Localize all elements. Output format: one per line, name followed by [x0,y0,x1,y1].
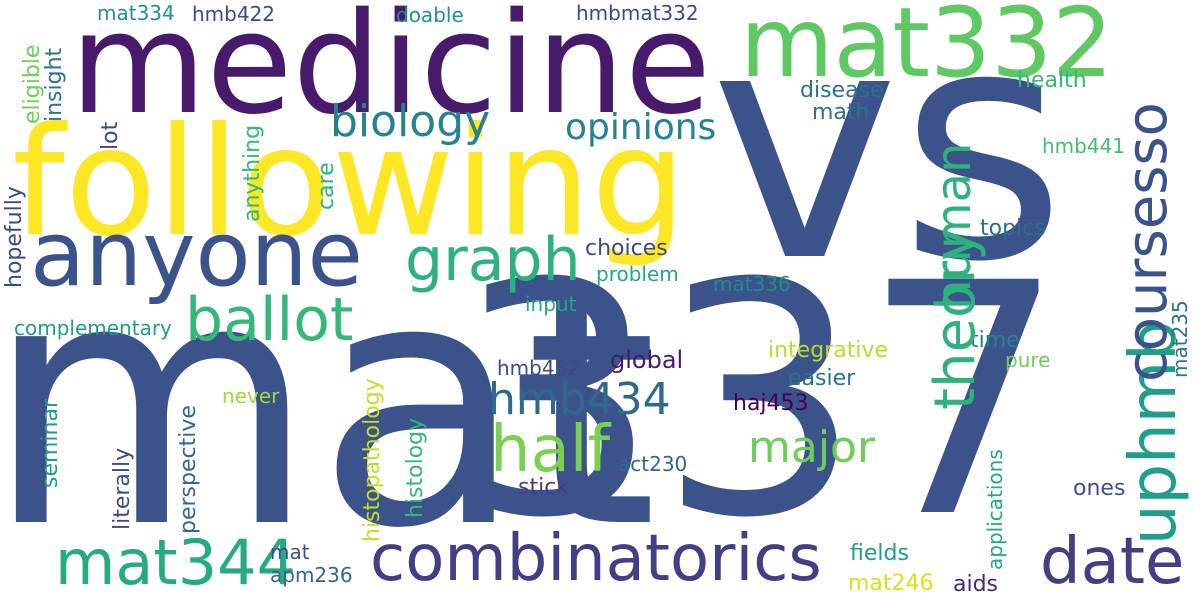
word-mat: mat [0,207,658,600]
word-insight: insight [42,47,67,122]
word-disease: disease [800,78,884,103]
word-ones: ones [1073,476,1126,501]
word-following: following [12,96,687,270]
word-pure: pure [1005,348,1051,372]
word-337: 337 [455,216,1066,588]
word-date: date [1040,525,1185,599]
word-eligible: eligible [20,44,45,124]
word-mat334: mat334 [97,1,175,25]
word-fields: fields [850,541,909,566]
word-care: care [314,162,339,210]
word-stick: stick [518,475,570,500]
word-hmb441: hmb441 [1042,134,1126,158]
word-half: half [490,413,611,487]
word-anyone: anyone [30,202,363,307]
word-integrative: integrative [768,338,889,363]
word-mat344: mat344 [55,526,297,599]
word-perspective: perspective [176,405,201,534]
word-haj453: haj453 [733,391,809,416]
word-hmbmat332: hmbmat332 [576,1,699,25]
word-seminar: seminar [38,398,63,488]
word-mat-small: mat [270,540,310,564]
word-histology: histology [403,417,428,518]
word-medicine: medicine [70,0,712,146]
word-hopefully: hopefully [2,186,27,288]
word-act230: act230 [618,452,688,476]
word-input: input [525,292,577,316]
word-aids: aids [953,572,999,597]
word-vs: vs [710,0,1067,332]
word-hmb422: hmb422 [192,2,276,26]
word-topics: topics [980,216,1046,241]
word-never: never [222,384,280,408]
word-mat336: mat336 [713,272,791,296]
word-easier: easier [788,366,856,391]
word-biology: biology [330,96,491,147]
word-health: health [1017,68,1087,93]
word-global: global [610,346,684,374]
word-major: major [748,422,876,473]
word-ballot: ballot [185,285,354,355]
word-applications: applications [983,449,1007,570]
word-mat246: mat246 [848,571,934,596]
word-histopathology: histopathology [360,378,385,542]
word-problem: problem [596,262,679,286]
word-literally: literally [110,447,135,530]
word-mat332: mat332 [740,0,1114,99]
word-apm236: apm236 [270,563,353,587]
word-complementary: complementary [14,316,172,340]
word-time: time [970,328,1020,353]
word-combinatorics: combinatorics [370,522,822,596]
word-math: math [812,100,870,125]
word-hmb434: hmb434 [488,374,671,425]
word-anything: anything [240,124,265,222]
word-hmb452: hmb452 [497,356,581,380]
word-mat235: mat235 [1168,300,1192,378]
word-human: human [926,142,982,310]
word-opinions: opinions [565,107,717,148]
word-lot: lot [98,121,123,150]
word-choices: choices [585,236,668,261]
word-doable: doable [396,3,464,27]
word-graph: graph [405,225,581,295]
